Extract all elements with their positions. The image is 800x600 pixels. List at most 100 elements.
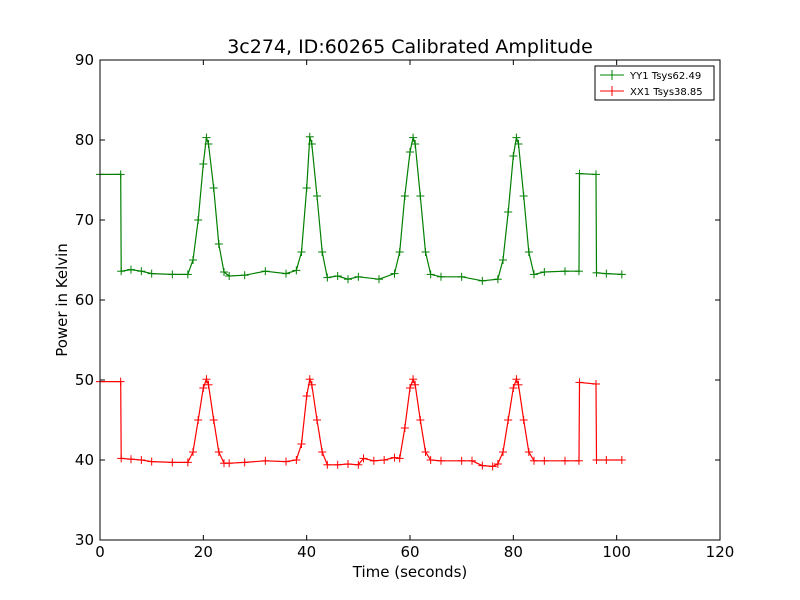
data-point-xx1 xyxy=(214,448,223,456)
data-point-xx1 xyxy=(592,456,601,464)
data-point-xx1 xyxy=(457,456,466,465)
series-xx1 xyxy=(96,375,626,471)
data-point-xx1 xyxy=(194,416,203,424)
x-tick-label: 20 xyxy=(194,543,213,561)
data-point-yy1 xyxy=(292,266,301,275)
data-point-xx1 xyxy=(168,458,177,467)
data-point-xx1 xyxy=(575,378,584,387)
data-point-yy1 xyxy=(333,272,342,280)
data-point-yy1 xyxy=(592,170,600,179)
data-point-yy1 xyxy=(602,269,611,278)
data-point-yy1 xyxy=(514,140,523,148)
data-point-xx1 xyxy=(530,456,538,465)
legend-label-xx1: XX1 Tsys38.85 xyxy=(630,87,703,98)
data-point-xx1 xyxy=(478,461,487,470)
data-point-xx1 xyxy=(199,384,208,392)
x-tick-label: 120 xyxy=(706,543,735,561)
y-tick-label: 40 xyxy=(75,451,94,469)
data-point-xx1 xyxy=(617,456,626,464)
data-point-xx1 xyxy=(592,380,600,388)
chart-title: 3c274, ID:60265 Calibrated Amplitude xyxy=(227,36,593,58)
series-yy1 xyxy=(96,132,626,285)
legend: YY1 Tsys62.49 XX1 Tsys38.85 xyxy=(594,65,715,101)
y-axis-title: Power in Kelvin xyxy=(53,243,71,357)
data-point-yy1 xyxy=(524,248,533,256)
data-point-xx1 xyxy=(540,456,549,465)
data-point-yy1 xyxy=(282,269,290,278)
data-point-xx1 xyxy=(524,448,533,456)
plot-area-frame xyxy=(99,59,721,541)
data-point-yy1 xyxy=(313,192,321,200)
data-point-xx1 xyxy=(137,456,146,464)
data-point-xx1 xyxy=(307,380,316,389)
data-point-yy1 xyxy=(297,248,306,256)
data-point-yy1 xyxy=(411,140,420,148)
data-point-xx1 xyxy=(512,375,521,384)
data-point-yy1 xyxy=(199,160,208,168)
data-point-xx1 xyxy=(411,380,420,389)
data-point-yy1 xyxy=(168,270,177,279)
data-point-yy1 xyxy=(137,267,146,276)
data-point-yy1 xyxy=(204,140,213,148)
data-point-yy1 xyxy=(214,240,223,248)
data-point-xx1 xyxy=(313,416,321,424)
data-point-yy1 xyxy=(240,271,249,280)
data-point-yy1 xyxy=(504,208,513,216)
data-point-yy1 xyxy=(530,270,538,279)
data-point-yy1 xyxy=(512,133,521,142)
data-point-yy1 xyxy=(426,270,435,279)
series-layer xyxy=(96,132,626,471)
x-tick-label: 80 xyxy=(504,543,523,561)
data-point-yy1 xyxy=(261,267,270,276)
data-point-yy1 xyxy=(220,268,228,276)
data-point-xx1 xyxy=(504,416,513,424)
data-point-yy1 xyxy=(318,248,327,256)
data-point-xx1 xyxy=(292,456,301,464)
data-point-yy1 xyxy=(305,132,314,141)
data-point-xx1 xyxy=(282,457,290,466)
data-point-yy1 xyxy=(421,248,430,256)
data-point-xx1 xyxy=(574,456,583,465)
data-point-xx1 xyxy=(468,456,476,465)
data-point-yy1 xyxy=(575,169,584,178)
data-point-xx1 xyxy=(602,456,611,464)
data-point-xx1 xyxy=(116,377,125,386)
data-point-yy1 xyxy=(189,256,197,264)
data-point-xx1 xyxy=(406,384,414,392)
data-point-xx1 xyxy=(261,456,270,465)
data-point-yy1 xyxy=(302,184,311,192)
legend-box xyxy=(594,65,715,101)
ticks-layer: 0 20 40 60 80 100 120 30 40 50 60 70 80 90 xyxy=(75,51,734,561)
data-point-xx1 xyxy=(183,458,192,467)
data-point-yy1 xyxy=(194,216,203,224)
data-point-yy1 xyxy=(344,275,352,284)
x-tick-label: 60 xyxy=(400,543,419,561)
data-point-xx1 xyxy=(225,459,234,468)
data-point-yy1 xyxy=(209,184,218,192)
data-point-xx1 xyxy=(426,456,435,464)
data-point-yy1 xyxy=(592,268,601,277)
data-point-xx1 xyxy=(209,416,218,424)
data-point-yy1 xyxy=(225,272,234,280)
y-tick-label: 30 xyxy=(75,531,94,549)
data-point-xx1 xyxy=(240,458,249,467)
data-point-xx1 xyxy=(421,448,430,456)
data-point-yy1 xyxy=(416,192,425,200)
data-point-xx1 xyxy=(409,375,418,384)
data-point-yy1 xyxy=(519,192,528,200)
data-point-yy1 xyxy=(540,268,549,276)
x-tick-label: 0 xyxy=(95,543,105,561)
data-point-yy1 xyxy=(406,148,414,156)
data-point-xx1 xyxy=(416,416,425,424)
data-point-xx1 xyxy=(400,424,409,432)
data-point-xx1 xyxy=(189,448,197,456)
data-point-xx1 xyxy=(333,460,342,469)
y-tick-label: 90 xyxy=(75,51,94,69)
data-point-yy1 xyxy=(574,267,583,276)
data-point-yy1 xyxy=(307,140,316,148)
data-point-yy1 xyxy=(400,192,409,200)
data-point-xx1 xyxy=(127,455,135,464)
data-point-xx1 xyxy=(514,380,523,389)
data-point-xx1 xyxy=(499,448,507,456)
x-axis-title: Time (seconds) xyxy=(352,563,468,581)
